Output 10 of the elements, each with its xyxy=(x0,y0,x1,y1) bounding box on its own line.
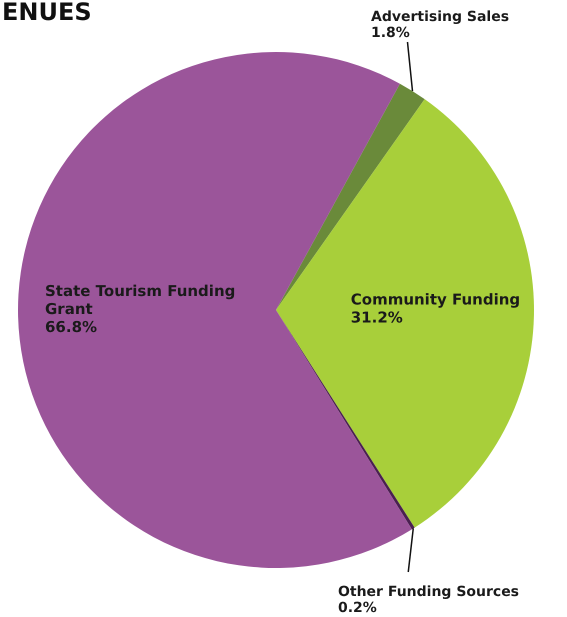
data-label: 66.8% xyxy=(45,318,98,336)
data-label: 0.2% xyxy=(338,600,377,616)
pie-slice xyxy=(276,99,534,528)
slice-label: Other Funding Sources xyxy=(338,584,520,600)
chart-title: ENUES xyxy=(2,0,92,26)
slice-label: State Tourism Funding Grant xyxy=(45,282,236,318)
data-label: 31.2% xyxy=(350,308,403,327)
data-label: 1.8% xyxy=(371,25,410,41)
slice-label: Advertising Sales xyxy=(371,9,510,25)
slice-label: Community Funding xyxy=(350,290,520,309)
